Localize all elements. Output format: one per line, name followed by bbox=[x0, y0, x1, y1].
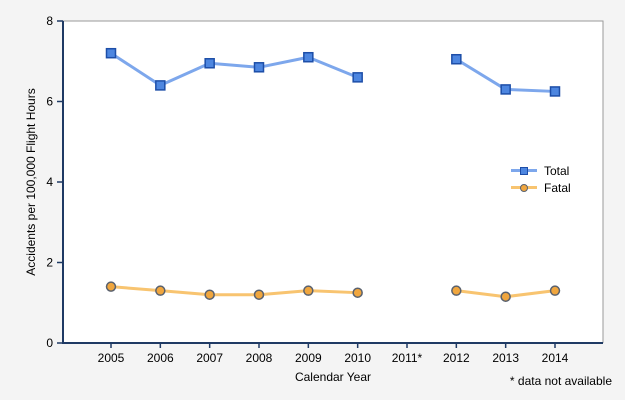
fatal-data-point bbox=[352, 287, 363, 298]
footnote: * data not available bbox=[509, 374, 612, 388]
total-series-swatch bbox=[511, 166, 537, 175]
y-tick-label: 2 bbox=[46, 256, 53, 270]
x-tick-label: 2008 bbox=[246, 351, 273, 365]
total-data-point bbox=[105, 47, 117, 59]
x-tick-label: 2013 bbox=[492, 351, 519, 365]
fatal-data-point bbox=[500, 291, 511, 302]
x-tick-label: 2012 bbox=[443, 351, 470, 365]
total-data-point bbox=[500, 84, 511, 95]
total-data-point bbox=[253, 62, 265, 73]
fatal-data-point bbox=[303, 285, 314, 296]
total-data-point bbox=[451, 53, 462, 65]
fatal-data-point bbox=[204, 289, 215, 300]
y-tick-label: 8 bbox=[46, 14, 53, 28]
legend-label-fatal: Fatal bbox=[544, 180, 571, 195]
total-data-point bbox=[549, 86, 561, 97]
total-data-point bbox=[303, 51, 314, 63]
fatal-series-line bbox=[109, 285, 360, 297]
x-axis-title: Calendar Year bbox=[294, 370, 372, 384]
plot-border bbox=[63, 20, 604, 343]
fatal-series-swatch bbox=[511, 183, 537, 192]
y-axis-title: Accidents per 100,000 Flight Hours bbox=[24, 88, 38, 276]
fatal-data-point bbox=[451, 285, 462, 296]
x-tick-label: 2011* bbox=[392, 351, 423, 365]
y-tick-label: 6 bbox=[46, 95, 53, 109]
total-data-point bbox=[155, 80, 166, 91]
legend-label-total: Total bbox=[544, 163, 570, 178]
legend-item-fatal: Fatal bbox=[511, 179, 571, 196]
x-tick-label: 2010 bbox=[344, 351, 371, 365]
fatal-data-point bbox=[155, 285, 166, 296]
x-tick-label: 2005 bbox=[98, 351, 125, 365]
fatal-data-point bbox=[549, 285, 561, 296]
x-tick-label: 2009 bbox=[295, 351, 322, 365]
total-data-point bbox=[204, 58, 215, 69]
x-tick-label: 2014 bbox=[542, 351, 569, 365]
total-series-line bbox=[109, 51, 360, 87]
total-data-point bbox=[352, 72, 363, 83]
fatal-data-point bbox=[105, 281, 117, 292]
y-tick-label: 0 bbox=[46, 336, 53, 350]
legend: Total Fatal bbox=[511, 162, 571, 196]
y-tick-label: 4 bbox=[46, 175, 53, 189]
x-tick-label: 2006 bbox=[147, 351, 174, 365]
fatal-data-point bbox=[253, 289, 265, 300]
fatal-circle-marker-icon bbox=[520, 183, 528, 192]
total-square-marker-icon bbox=[520, 166, 528, 175]
legend-item-total: Total bbox=[511, 162, 571, 179]
x-tick-label: 2007 bbox=[196, 351, 223, 365]
